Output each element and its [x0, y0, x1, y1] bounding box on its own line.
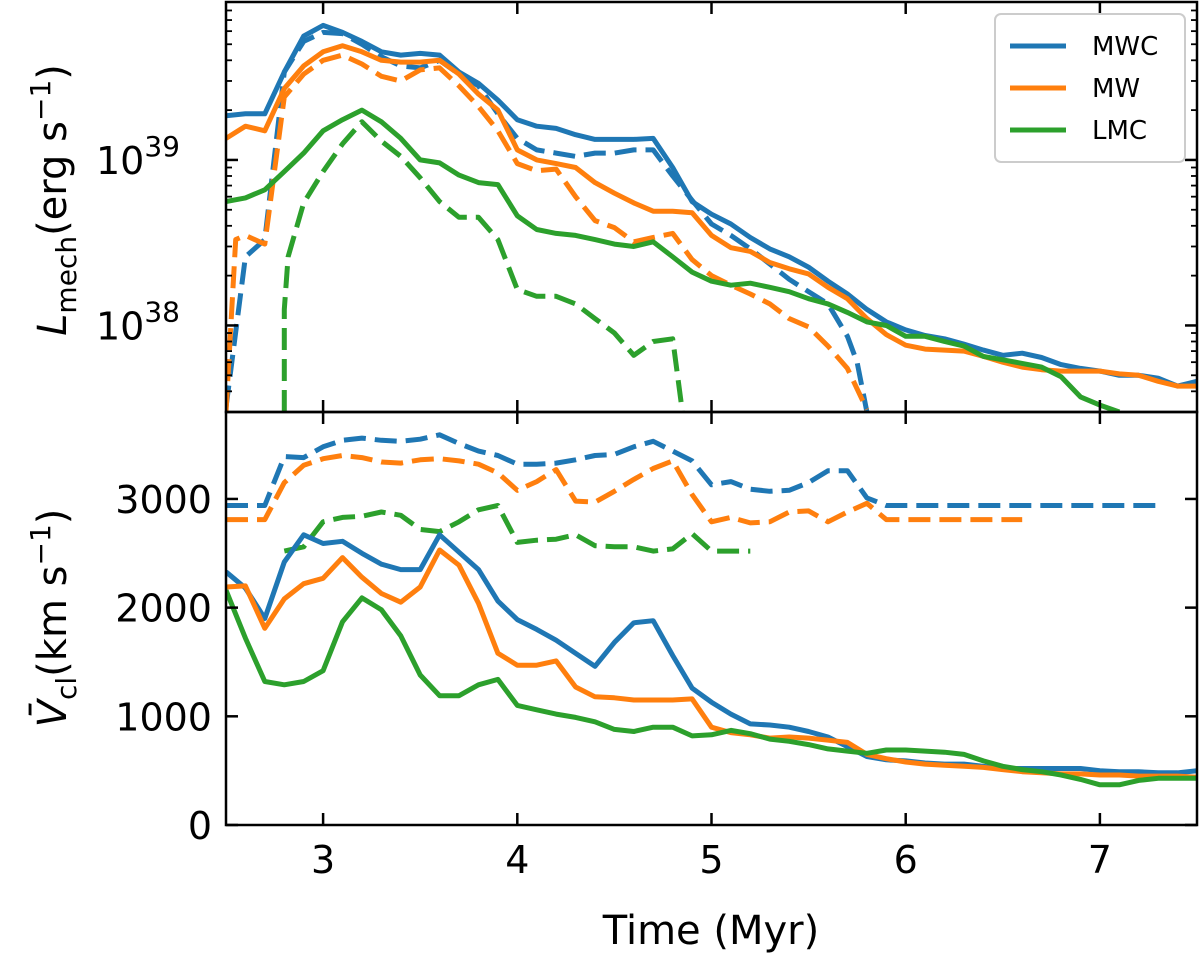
bottom-y-tick-label: 2000 — [115, 587, 212, 631]
x-tick-label: 6 — [894, 838, 918, 882]
top-ylabel-symbol: L — [30, 314, 76, 336]
top-mwc-solid-line — [226, 22, 1197, 389]
top-lmc-solid-line — [226, 107, 1121, 412]
bottom-y-tick-label: 0 — [188, 804, 212, 848]
bottom-ylabel-units: (km s — [30, 566, 76, 677]
top-ylabel-subscript: mech — [50, 236, 83, 314]
legend-label-lmc: LMC — [1092, 116, 1147, 146]
top-y-tick-base: 10 — [96, 139, 144, 183]
bottom-series-lines — [226, 432, 1197, 788]
top-lmc-dashed-line — [281, 119, 685, 412]
bottom-mw-dashed-line — [226, 453, 1023, 526]
bottom-ylabel-units-close: ) — [30, 509, 76, 525]
top-y-tick-label: 1038 — [96, 295, 180, 348]
top-y-tick-exp: 38 — [144, 295, 180, 328]
bottom-lmc-solid-line — [226, 589, 1197, 788]
top-series-lines — [226, 22, 1197, 412]
x-tick-label: 7 — [1088, 838, 1112, 882]
top-mwc-dashed-line — [226, 29, 870, 412]
bottom-panel-frame — [224, 410, 1199, 827]
legend-box — [994, 13, 1186, 163]
top-y-axis-label: Lmech(erg s−1) — [24, 64, 83, 336]
bottom-mwc-dashed-line — [226, 432, 1159, 508]
legend-label-mw: MW — [1092, 74, 1140, 104]
x-tick-label: 3 — [311, 838, 335, 882]
top-y-tick-label: 1039 — [96, 130, 180, 183]
bottom-y-axis-label: V̄cl(km s−1) — [24, 509, 83, 728]
bottom-y-tick-label: 1000 — [115, 695, 212, 739]
legend-label-mwc: MWC — [1092, 32, 1158, 62]
bottom-ylabel-subscript: cl — [50, 677, 83, 700]
top-y-tick-exp: 39 — [144, 130, 180, 163]
legend: MWC MW LMC — [994, 13, 1186, 163]
bottom-axes: 0 1000 2000 3000 3 4 5 6 7 — [115, 412, 1197, 882]
bottom-lmc-dashed-line — [283, 503, 751, 554]
bottom-ylabel-units-exp: −1 — [24, 524, 57, 565]
bottom-y-tick-label: 3000 — [115, 478, 212, 522]
top-ylabel-units: (erg s — [30, 121, 76, 236]
bottom-ylabel-symbol: V̄ — [28, 697, 76, 727]
x-tick-label: 4 — [505, 838, 529, 882]
bottom-panel: 0 1000 2000 3000 3 4 5 6 7 — [115, 412, 1197, 882]
top-mw-solid-line — [226, 43, 1197, 389]
x-tick-label: 5 — [699, 838, 723, 882]
top-y-tick-base: 10 — [96, 304, 144, 348]
top-ylabel-units-close: ) — [30, 64, 76, 80]
bottom-mw-solid-line — [226, 547, 1197, 780]
x-axis-label: Time (Myr) — [602, 908, 819, 954]
top-ylabel-units-exp: −1 — [24, 80, 57, 121]
